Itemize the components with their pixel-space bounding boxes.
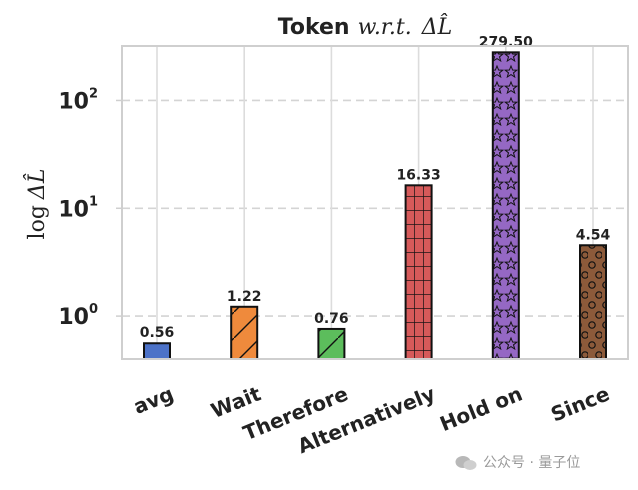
bar-value-label: 4.54 bbox=[576, 227, 611, 243]
y-tick-label: 101 bbox=[58, 194, 98, 222]
watermark-text: 公众号 · 量子位 bbox=[483, 455, 581, 471]
gridlines bbox=[122, 46, 628, 359]
bar-value-label: 279.50 bbox=[479, 34, 533, 50]
bar-hatch bbox=[492, 52, 519, 360]
bar-value-label: 16.33 bbox=[396, 167, 440, 183]
bar-avg bbox=[144, 343, 170, 359]
x-tick-label: avg bbox=[130, 381, 177, 419]
plot-frame bbox=[121, 45, 629, 360]
chart-title: Token w.r.t. ΔL̂ bbox=[278, 14, 452, 40]
x-tick-label: Since bbox=[547, 381, 612, 426]
bar-hatch bbox=[405, 185, 432, 359]
bar-value-label: 0.56 bbox=[140, 325, 175, 341]
y-ticks: 100 101 102 bbox=[58, 86, 122, 330]
bar-value-label: 0.76 bbox=[314, 311, 349, 327]
x-tick-label: Hold on bbox=[436, 381, 525, 436]
y-tick-label: 102 bbox=[58, 86, 98, 114]
bar-value-label: 1.22 bbox=[227, 289, 262, 305]
bar-labels: 0.56 1.22 0.76 16.33 279.50 4.54 bbox=[140, 34, 611, 341]
bar-hatch bbox=[580, 245, 606, 359]
wechat-icon bbox=[455, 456, 477, 470]
watermark: 公众号 · 量子位 bbox=[455, 452, 580, 472]
y-tick-label: 100 bbox=[58, 302, 98, 330]
bar-hatch bbox=[231, 306, 258, 359]
bars bbox=[143, 51, 607, 361]
y-axis-label: logΔL̂ bbox=[24, 169, 50, 240]
bar-hatch bbox=[318, 328, 345, 359]
